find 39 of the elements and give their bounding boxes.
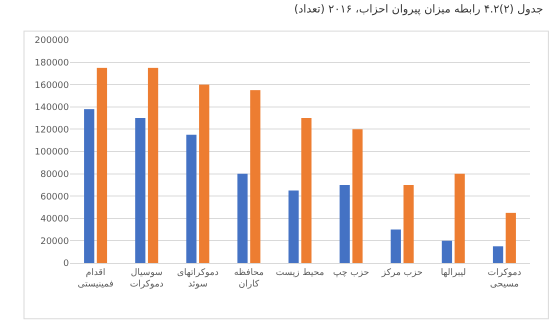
bar xyxy=(404,184,414,263)
y-tick-label: 40000 xyxy=(40,214,70,225)
x-tick-label: حزب مرکز xyxy=(380,268,423,278)
x-tick-label: حزب چپ xyxy=(332,268,370,278)
x-tick-label: دموکرات مسیحی xyxy=(488,268,522,290)
bar xyxy=(84,109,94,263)
bar xyxy=(442,240,452,263)
x-tick-label: اقدام فمینیستی xyxy=(78,268,114,290)
bar xyxy=(237,174,248,263)
bar xyxy=(148,68,158,263)
x-tick-label: محافظه کاران xyxy=(234,268,264,290)
y-tick-label: 160000 xyxy=(34,80,70,91)
bar xyxy=(390,230,401,263)
y-tick-label: 80000 xyxy=(40,170,70,180)
bar xyxy=(352,129,363,263)
bar xyxy=(96,68,108,263)
y-tick-label: 140000 xyxy=(34,103,70,114)
bar xyxy=(506,212,516,263)
bar xyxy=(301,118,312,263)
bar xyxy=(135,118,146,263)
bar xyxy=(288,190,299,263)
bar xyxy=(250,90,260,263)
x-tick-label: سوسیال دموکرات xyxy=(130,268,164,290)
x-tick-label: دموکراتهای سوئد xyxy=(176,268,219,290)
y-tick-label: 180000 xyxy=(34,58,70,68)
y-tick-label: 60000 xyxy=(40,192,70,202)
y-tick-label: 200000 xyxy=(34,36,70,46)
bar xyxy=(492,246,504,263)
bar xyxy=(454,174,465,263)
y-tick-label: 0 xyxy=(63,259,70,270)
y-tick-label: 20000 xyxy=(40,236,70,247)
x-tick-label: لیبرالها xyxy=(440,268,466,278)
chart-title: جدول (۲)۴.۲ رابطه میزان پیروان احزاب، ۲۰۱۶ (تعداد) xyxy=(294,2,544,16)
y-tick-label: 120000 xyxy=(34,125,70,136)
x-tick-label: محیط زیست xyxy=(276,268,324,278)
bar xyxy=(340,184,350,263)
bar xyxy=(186,134,196,263)
bar xyxy=(199,84,210,263)
y-tick-label: 100000 xyxy=(34,148,70,158)
